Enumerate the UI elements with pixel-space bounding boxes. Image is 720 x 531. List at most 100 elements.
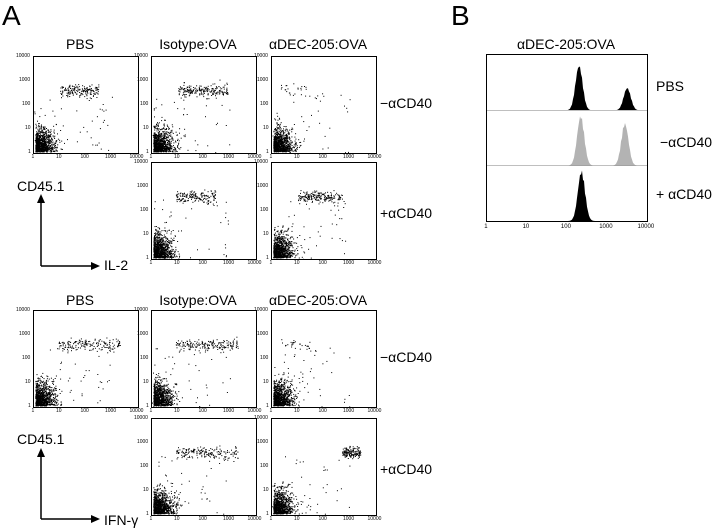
scatter-point — [39, 144, 41, 146]
scatter-point — [45, 149, 47, 151]
scatter-point — [156, 246, 158, 248]
scatter-point — [53, 143, 55, 145]
scatter-point — [285, 252, 287, 254]
scatter-point — [164, 250, 166, 252]
x-tick-label: 1000 — [343, 154, 355, 160]
scatter-point — [156, 142, 158, 144]
scatter-point — [200, 85, 202, 87]
scatter-point — [201, 199, 203, 201]
scatter-point — [183, 135, 185, 137]
scatter-point — [275, 139, 277, 141]
scatter-point — [156, 137, 158, 139]
scatter-point — [77, 91, 79, 93]
scatter-point — [168, 240, 170, 241]
scatter-point — [181, 200, 183, 202]
scatter-point — [52, 141, 54, 143]
scatter-point — [283, 140, 285, 142]
scatter-point — [40, 130, 42, 132]
scatter-point — [155, 255, 157, 257]
scatter-point — [164, 143, 166, 145]
scatter-point — [287, 230, 289, 232]
scatter-point — [157, 143, 159, 145]
scatter-point — [211, 193, 213, 195]
scatter-point — [79, 131, 81, 133]
scatter-point — [76, 110, 78, 112]
scatter-point — [190, 193, 192, 195]
scatter-point — [165, 246, 167, 248]
scatter-point — [290, 254, 292, 256]
scatter-point — [299, 142, 301, 143]
scatter-point — [156, 139, 158, 141]
scatter-point — [190, 88, 192, 90]
scatter-point — [177, 251, 179, 253]
scatter-point — [160, 133, 162, 135]
scatter-point — [274, 255, 276, 257]
scatter-point — [298, 146, 300, 148]
scatter-point — [175, 148, 177, 150]
scatter-point — [166, 136, 168, 138]
y-tick-label: 1000 — [137, 77, 149, 83]
scatter-point — [158, 246, 160, 247]
scatter-point — [162, 247, 164, 249]
scatter-point — [273, 137, 275, 139]
y-tick-label: 1 — [28, 149, 31, 155]
scatter-point — [39, 133, 41, 135]
scatter-point — [319, 122, 321, 124]
scatter-point — [167, 137, 169, 139]
scatter-point — [273, 130, 275, 132]
scatter-point — [284, 138, 286, 139]
scatter-point — [181, 230, 182, 232]
scatter-point — [55, 143, 57, 144]
scatter-point — [160, 143, 161, 144]
scatter-point — [158, 122, 160, 124]
scatter-point — [67, 93, 69, 95]
scatter-point — [35, 123, 37, 125]
scatter-point — [48, 139, 50, 141]
scatter-point — [284, 141, 286, 143]
scatter-point — [158, 255, 160, 257]
scatter-point — [275, 245, 277, 247]
scatter-point — [163, 253, 165, 255]
scatter-point — [52, 110, 54, 112]
scatter-point — [195, 198, 197, 200]
scatter-point — [153, 134, 155, 136]
scatter-point — [158, 140, 160, 142]
scatter-point — [218, 91, 220, 93]
scatter-point — [156, 135, 158, 137]
scatter-point — [276, 151, 278, 153]
scatter-point — [38, 123, 40, 125]
scatter-point — [157, 236, 159, 238]
scatter-point — [154, 256, 156, 258]
scatter-point — [288, 136, 290, 138]
scatter-point — [316, 98, 317, 100]
scatter-point — [169, 142, 171, 144]
scatter-point — [165, 135, 167, 137]
scatter-point — [157, 232, 159, 234]
scatter-point — [153, 256, 155, 258]
scatter-point — [37, 151, 39, 153]
scatter-point — [293, 150, 295, 152]
bottom-axis-arrow — [37, 448, 100, 523]
scatter-point — [189, 196, 191, 198]
scatter-point — [50, 150, 52, 151]
scatter-point — [36, 136, 38, 138]
scatter-point — [67, 87, 69, 89]
scatter-point — [165, 149, 167, 151]
scatter-point — [219, 91, 221, 93]
scatter-point — [279, 145, 281, 147]
scatter-point — [166, 124, 168, 126]
scatter-point — [160, 134, 162, 136]
scatter-point — [169, 133, 171, 135]
scatter-point — [182, 195, 184, 196]
scatter-point — [39, 131, 41, 133]
scatter-point — [167, 241, 169, 243]
scatter-point — [300, 141, 302, 143]
scatter-points — [34, 84, 113, 153]
scatter-point — [180, 87, 182, 89]
scatter-point — [155, 145, 157, 147]
scatter-point — [167, 256, 169, 258]
scatter-point — [43, 149, 45, 151]
scatter-point — [172, 257, 174, 258]
scatter-point — [40, 148, 42, 150]
scatter-point — [76, 90, 78, 92]
